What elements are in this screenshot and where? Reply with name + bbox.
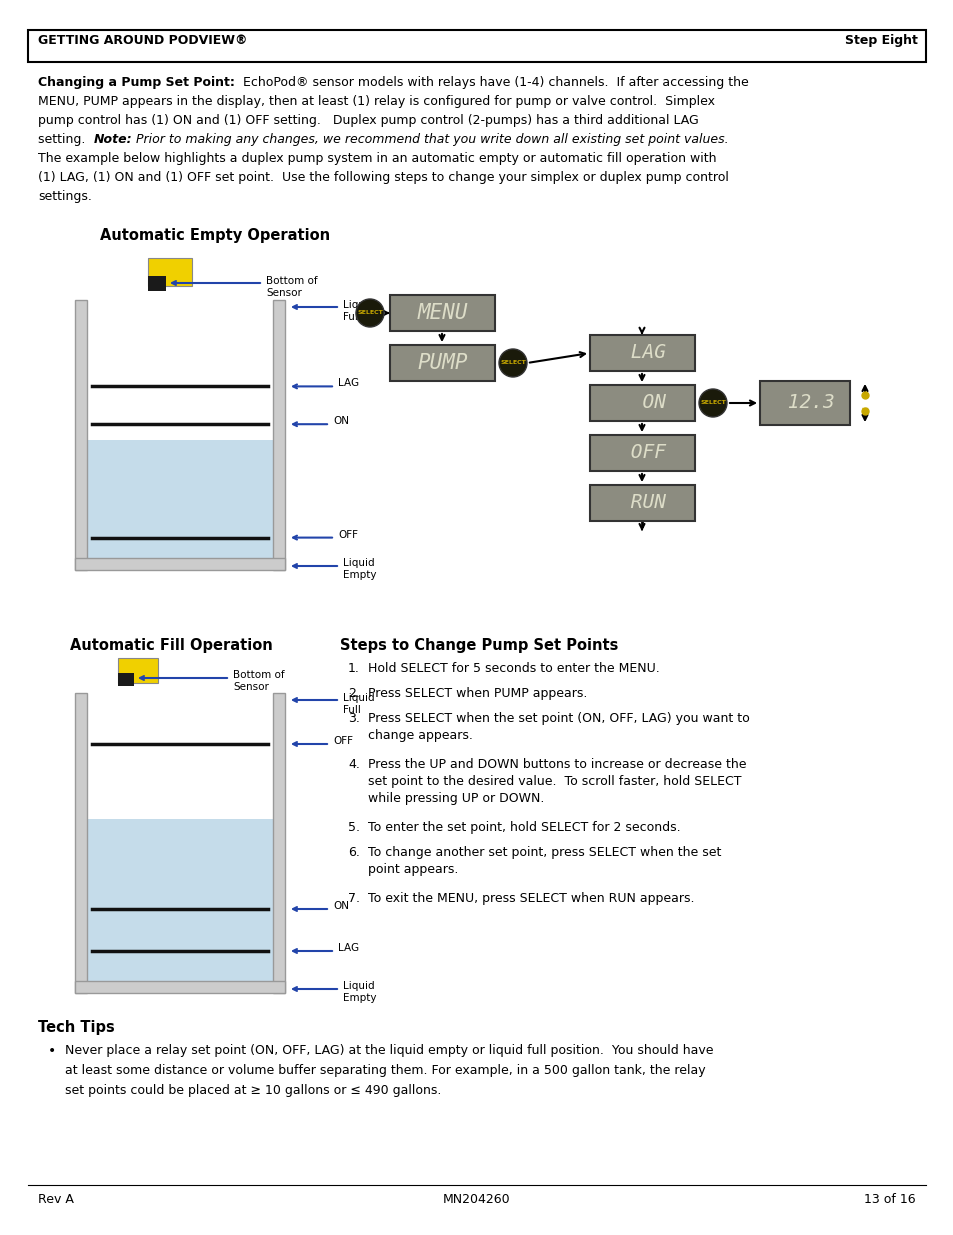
Bar [75, 981, 285, 993]
Text: Bottom of: Bottom of [233, 671, 284, 680]
Text: The example below highlights a duplex pump system in an automatic empty or autom: The example below highlights a duplex pu… [38, 152, 716, 165]
Circle shape [498, 350, 526, 377]
Text: Empty: Empty [343, 993, 376, 1003]
Text: settings.: settings. [38, 190, 91, 203]
Text: 5.: 5. [348, 821, 359, 834]
Text: Full: Full [343, 705, 360, 715]
Text: GETTING AROUND PODVIEW®: GETTING AROUND PODVIEW® [38, 35, 247, 47]
Text: Bottom of: Bottom of [266, 275, 317, 287]
Text: RUN: RUN [618, 494, 665, 513]
Text: SELECT: SELECT [499, 361, 525, 366]
Bar [273, 300, 285, 571]
Text: set points could be placed at ≥ 10 gallons or ≤ 490 gallons.: set points could be placed at ≥ 10 gallo… [65, 1084, 441, 1097]
Text: To exit the MENU, press SELECT when RUN appears.: To exit the MENU, press SELECT when RUN … [368, 892, 694, 905]
Text: while pressing UP or DOWN.: while pressing UP or DOWN. [368, 792, 544, 805]
Text: change appears.: change appears. [368, 729, 473, 742]
Text: setting.: setting. [38, 133, 93, 146]
Bar [75, 693, 87, 993]
Bar [75, 558, 285, 571]
Text: Tech Tips: Tech Tips [38, 1020, 114, 1035]
Bar [80, 441, 280, 571]
Text: EchoPod® sensor models with relays have (1-4) channels.  If after accessing the: EchoPod® sensor models with relays have … [234, 77, 748, 89]
Text: Sensor: Sensor [233, 682, 269, 692]
Text: point appears.: point appears. [368, 863, 457, 876]
Text: Liquid: Liquid [343, 981, 375, 990]
Bar [589, 385, 695, 421]
Text: ON: ON [333, 416, 349, 426]
Text: MENU: MENU [416, 303, 467, 324]
Text: 12.3: 12.3 [775, 394, 834, 412]
Text: LAG: LAG [618, 343, 665, 363]
Text: LAG: LAG [337, 378, 358, 388]
Text: Step Eight: Step Eight [844, 35, 917, 47]
Text: MENU, PUMP appears in the display, then at least (1) relay is configured for pum: MENU, PUMP appears in the display, then … [38, 95, 714, 107]
Text: Press the UP and DOWN buttons to increase or decrease the: Press the UP and DOWN buttons to increas… [368, 758, 745, 771]
Bar [28, 30, 925, 62]
Text: Hold SELECT for 5 seconds to enter the MENU.: Hold SELECT for 5 seconds to enter the M… [368, 662, 659, 676]
Text: Liquid: Liquid [343, 693, 375, 703]
Text: To change another set point, press SELECT when the set: To change another set point, press SELEC… [368, 846, 720, 860]
Text: ▼: ▼ [861, 406, 867, 415]
Text: 13 of 16: 13 of 16 [863, 1193, 915, 1207]
Bar [148, 258, 192, 287]
Text: 6.: 6. [348, 846, 359, 860]
Text: Empty: Empty [343, 571, 376, 580]
Text: MN204260: MN204260 [443, 1193, 510, 1207]
Text: PUMP: PUMP [416, 353, 467, 373]
Text: set point to the desired value.  To scroll faster, hold SELECT: set point to the desired value. To scrol… [368, 776, 740, 788]
Bar [148, 275, 166, 291]
Text: at least some distance or volume buffer separating them. For example, in a 500 g: at least some distance or volume buffer … [65, 1065, 705, 1077]
Text: •: • [48, 1044, 56, 1058]
Text: SELECT: SELECT [700, 400, 725, 405]
Bar [589, 485, 695, 521]
Text: ON: ON [618, 394, 665, 412]
Bar [589, 335, 695, 370]
Text: Never place a relay set point (ON, OFF, LAG) at the liquid empty or liquid full : Never place a relay set point (ON, OFF, … [65, 1044, 713, 1057]
Bar [390, 345, 495, 382]
Text: OFF: OFF [337, 530, 357, 540]
Text: 4.: 4. [348, 758, 359, 771]
Text: OFF: OFF [333, 736, 353, 746]
Bar [760, 382, 849, 425]
Bar [118, 673, 133, 685]
Text: 2.: 2. [348, 687, 359, 700]
Text: 1.: 1. [348, 662, 359, 676]
Text: Prior to making any changes, we recommend that you write down all existing set p: Prior to making any changes, we recommen… [132, 133, 728, 146]
Bar [80, 819, 280, 993]
Bar [390, 295, 495, 331]
Text: Press SELECT when PUMP appears.: Press SELECT when PUMP appears. [368, 687, 587, 700]
Bar [75, 300, 87, 571]
Text: Full: Full [343, 312, 360, 322]
Text: 3.: 3. [348, 713, 359, 725]
Text: Steps to Change Pump Set Points: Steps to Change Pump Set Points [339, 638, 618, 653]
Text: Press SELECT when the set point (ON, OFF, LAG) you want to: Press SELECT when the set point (ON, OFF… [368, 713, 749, 725]
Bar [118, 658, 158, 683]
Bar [273, 693, 285, 993]
Text: To enter the set point, hold SELECT for 2 seconds.: To enter the set point, hold SELECT for … [368, 821, 679, 834]
Text: Automatic Empty Operation: Automatic Empty Operation [100, 228, 330, 243]
Text: Automatic Fill Operation: Automatic Fill Operation [70, 638, 273, 653]
Text: Liquid: Liquid [343, 558, 375, 568]
Bar [589, 435, 695, 471]
Text: LAG: LAG [337, 944, 358, 953]
Text: Liquid: Liquid [343, 300, 375, 310]
Text: ON: ON [333, 902, 349, 911]
Text: pump control has (1) ON and (1) OFF setting.   Duplex pump control (2-pumps) has: pump control has (1) ON and (1) OFF sett… [38, 114, 698, 127]
Text: Rev A: Rev A [38, 1193, 73, 1207]
Circle shape [355, 299, 384, 327]
Text: OFF: OFF [618, 443, 665, 462]
Text: Sensor: Sensor [266, 288, 301, 298]
Text: (1) LAG, (1) ON and (1) OFF set point.  Use the following steps to change your s: (1) LAG, (1) ON and (1) OFF set point. U… [38, 170, 728, 184]
Text: Changing a Pump Set Point:: Changing a Pump Set Point: [38, 77, 234, 89]
Text: 7.: 7. [348, 892, 359, 905]
Text: SELECT: SELECT [356, 310, 382, 315]
Text: ▲: ▲ [861, 390, 867, 399]
Circle shape [699, 389, 726, 417]
Text: Note:: Note: [93, 133, 132, 146]
